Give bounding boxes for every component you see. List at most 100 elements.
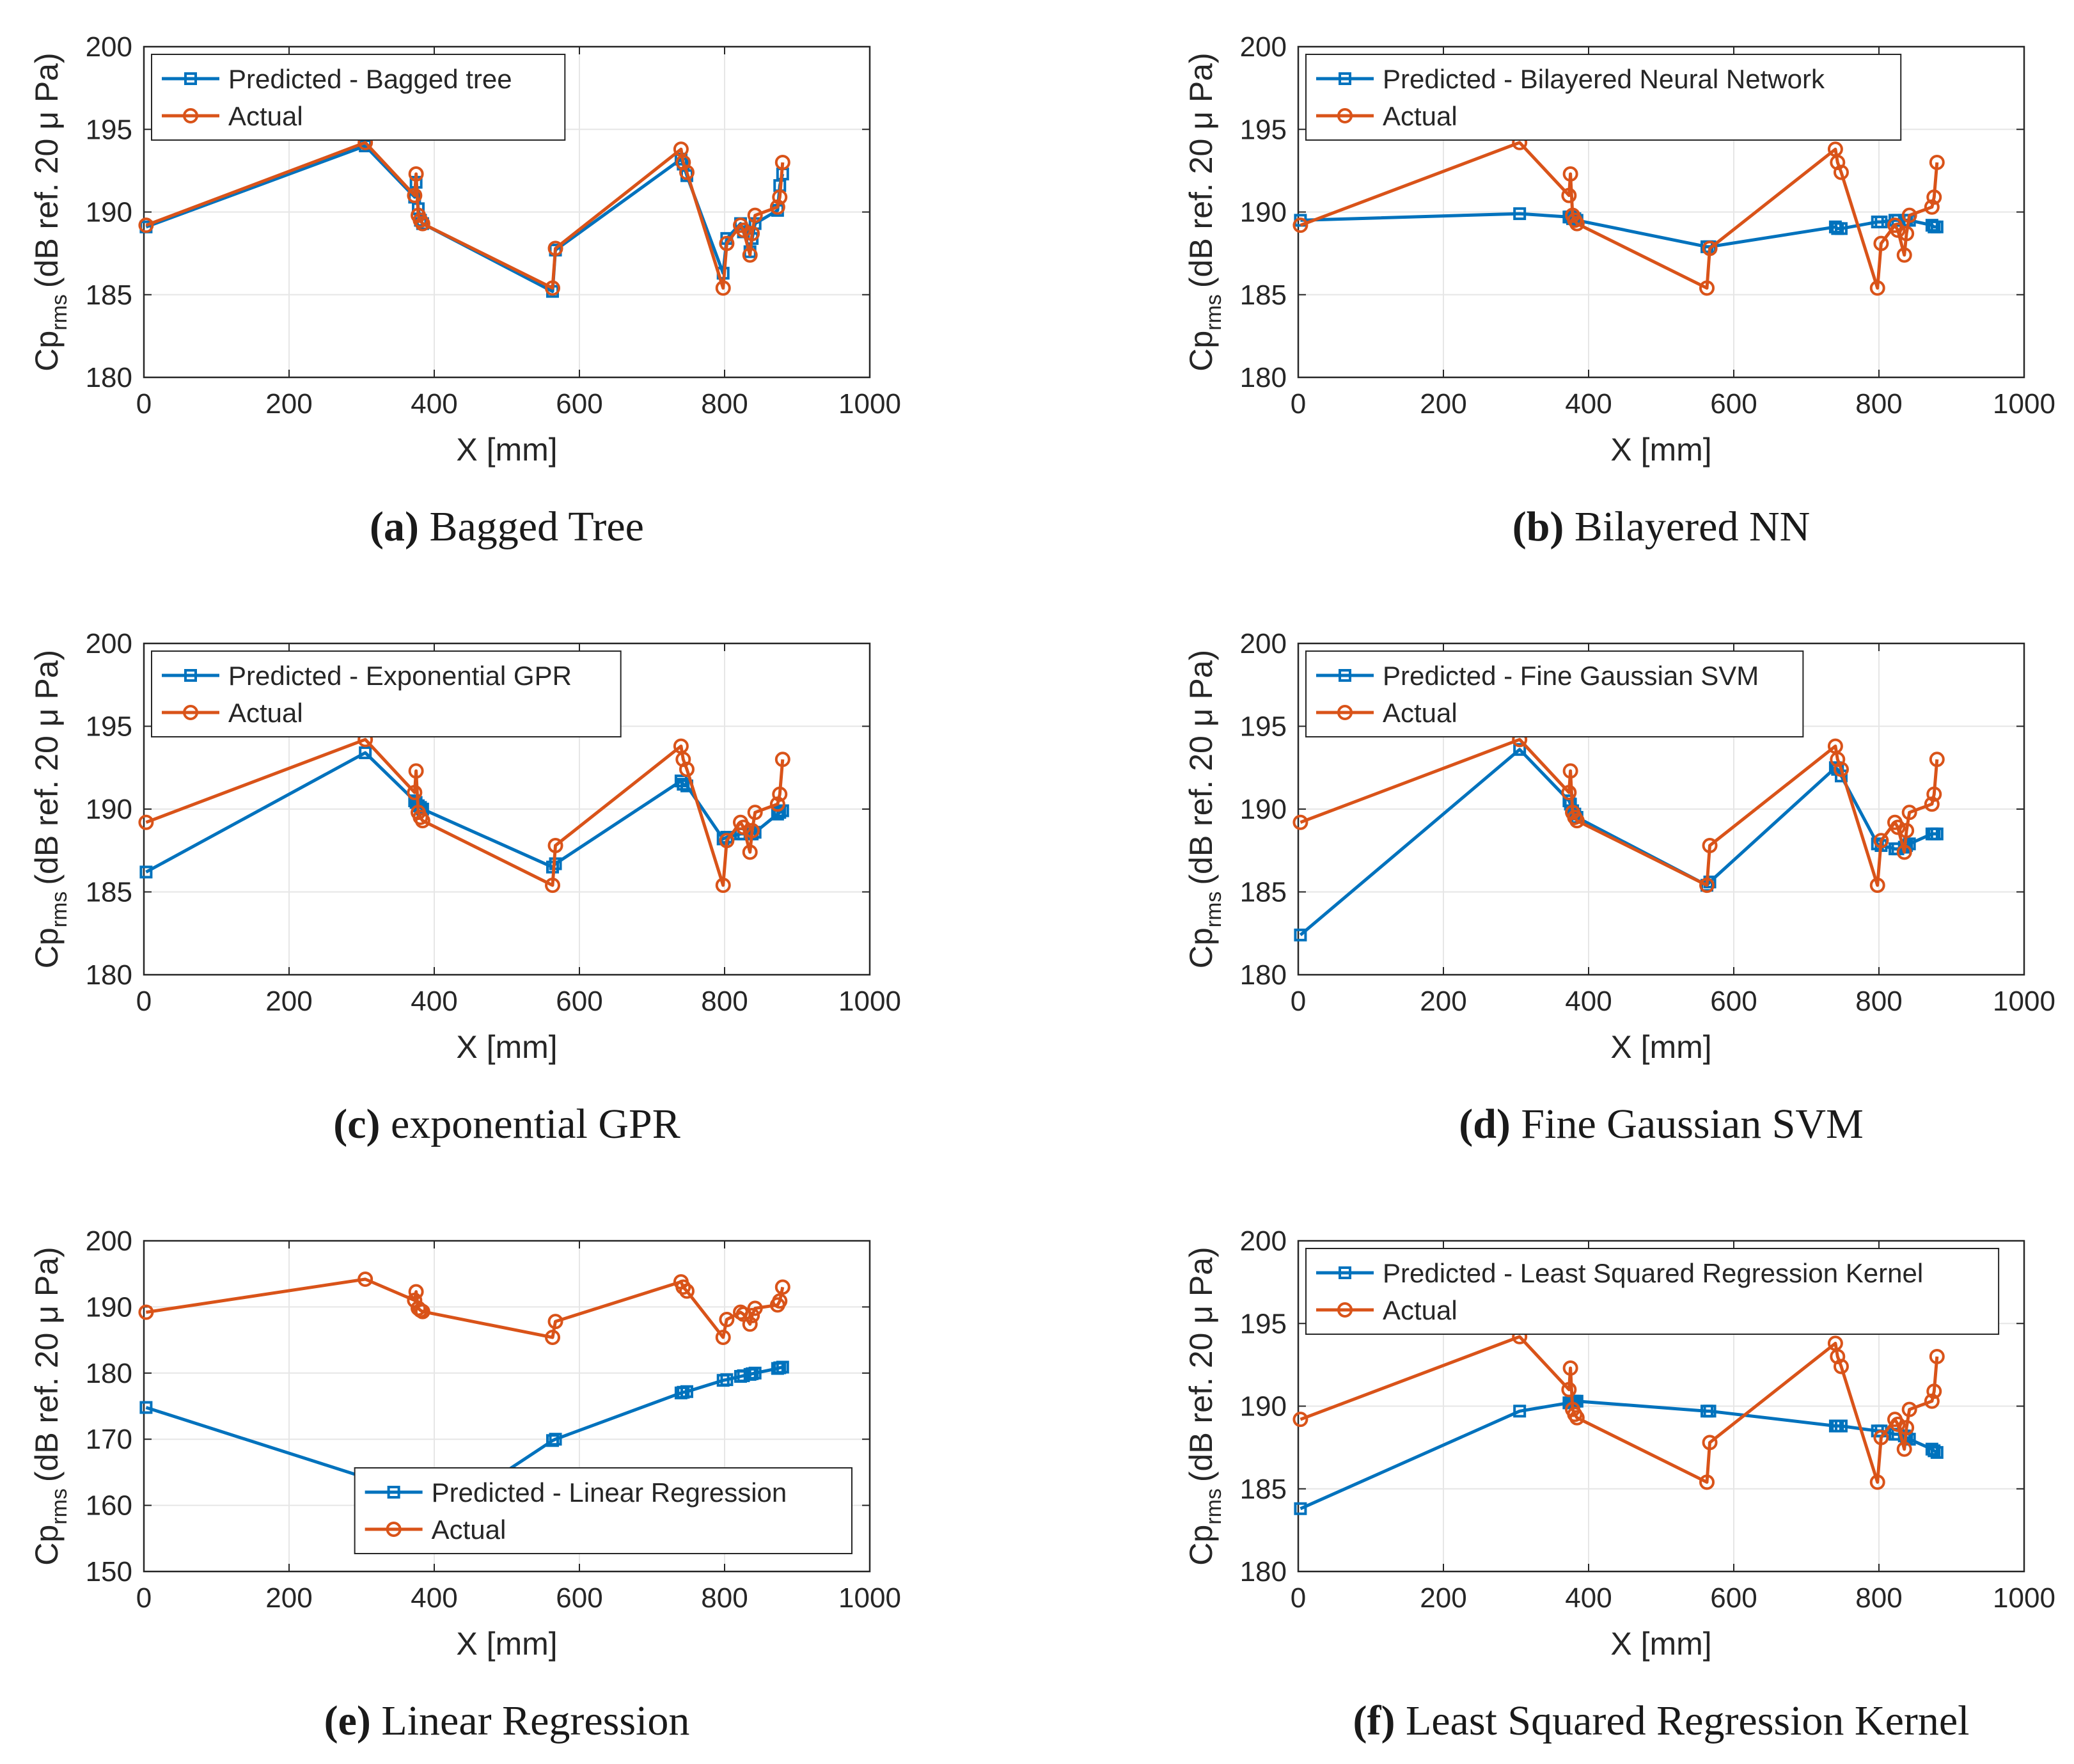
data-point-predicted <box>1871 837 1884 851</box>
legend-marker-actual <box>183 705 198 720</box>
data-point-predicted <box>1513 743 1527 756</box>
data-point-actual <box>1899 226 1915 242</box>
data-point-predicted <box>773 806 787 819</box>
data-point-predicted <box>748 1366 762 1380</box>
data-point-actual <box>769 796 785 812</box>
data-point-predicted <box>1930 1445 1944 1459</box>
x-tick-label: 800 <box>701 986 748 1017</box>
data-point-actual <box>719 235 735 251</box>
data-point-actual <box>742 844 758 860</box>
data-point-actual <box>1699 280 1715 296</box>
series-actual <box>138 1271 790 1345</box>
x-tick-label: 1000 <box>1993 986 2055 1017</box>
data-point-actual <box>1830 1348 1846 1364</box>
data-point-actual <box>772 189 788 205</box>
legend-marker-actual <box>1337 1302 1353 1318</box>
y-axis-label: Cprms(dB ref. 20 μ Pa) <box>1183 650 1226 968</box>
data-point-actual <box>769 199 785 215</box>
data-point-actual <box>1901 207 1917 223</box>
y-tick-label: 200 <box>1240 31 1287 63</box>
legend-box <box>1305 650 1804 737</box>
x-tick-label: 200 <box>1420 1582 1466 1614</box>
x-tick-label: 400 <box>411 388 457 420</box>
y-tick-label: 190 <box>1240 197 1287 228</box>
data-point-actual <box>747 1300 763 1316</box>
legend-label-predicted: Predicted - Exponential GPR <box>228 661 572 691</box>
legend-label-predicted: Predicted - Fine Gaussian SVM <box>1383 661 1759 691</box>
y-tick-label: 185 <box>1240 1474 1287 1505</box>
data-point-predicted <box>1874 216 1888 229</box>
data-point-actual <box>1873 833 1889 849</box>
x-tick-label: 400 <box>411 986 457 1017</box>
x-tick-label: 600 <box>556 388 602 420</box>
data-point-actual <box>1926 1383 1942 1399</box>
data-point-actual <box>1896 247 1912 263</box>
x-tick-label: 0 <box>1291 388 1306 420</box>
legend-marker-actual <box>1337 705 1353 720</box>
data-point-actual <box>1569 813 1585 829</box>
y-tick-label: 190 <box>86 197 132 228</box>
y-axis-label: Cprms(dB ref. 20 μ Pa) <box>29 1247 72 1565</box>
x-axis-label: X [mm] <box>1610 1029 1711 1065</box>
legend: Predicted - Least Squared Regression Ker… <box>1305 1248 2000 1335</box>
y-tick-label: 180 <box>86 959 132 991</box>
legend-marker-actual <box>1337 108 1353 123</box>
data-point-actual <box>1833 761 1849 777</box>
data-point-predicted <box>1930 827 1944 840</box>
data-point-actual <box>742 1316 758 1332</box>
x-tick-label: 400 <box>1565 388 1612 420</box>
x-axis-label: X [mm] <box>456 1029 557 1065</box>
data-point-actual <box>357 1271 373 1287</box>
data-point-actual <box>1569 1410 1585 1426</box>
data-point-actual <box>1561 1382 1577 1398</box>
x-tick-label: 400 <box>411 1582 457 1614</box>
data-point-actual <box>1569 216 1585 232</box>
x-tick-label: 200 <box>265 986 312 1017</box>
data-point-predicted <box>1703 1405 1717 1418</box>
data-point-predicted <box>737 1369 750 1382</box>
x-tick-label: 800 <box>1855 1582 1902 1614</box>
legend-marker-predicted <box>1339 1266 1351 1279</box>
data-point-actual <box>1702 837 1718 853</box>
y-tick-label: 185 <box>86 280 132 311</box>
legend-label-predicted: Predicted - Linear Regression <box>432 1477 787 1508</box>
data-point-actual <box>1924 796 1940 812</box>
data-point-predicted <box>720 1373 734 1387</box>
data-point-actual <box>774 752 790 768</box>
x-tick-label: 800 <box>701 1582 748 1614</box>
y-tick-label: 185 <box>1240 280 1287 311</box>
y-axis-label: Cprms(dB ref. 20 μ Pa) <box>29 650 72 968</box>
data-point-actual <box>408 166 424 182</box>
caption-c: (c) exponential GPR <box>333 1101 680 1147</box>
data-point-predicted <box>546 1434 560 1447</box>
data-point-actual <box>547 1314 563 1330</box>
chart-panel-a: 0 200 400 600 800 1000 180 185 190 195 200 X [mm] Cp… <box>29 31 901 550</box>
legend-marker-actual <box>386 1522 402 1537</box>
x-tick-label: 1000 <box>1993 388 2055 420</box>
y-tick-label: 200 <box>86 31 132 63</box>
legend: Predicted - Fine Gaussian SVM Actual <box>1305 650 1804 737</box>
data-point-actual <box>414 813 430 829</box>
data-point-actual <box>774 1279 790 1295</box>
data-point-actual <box>1562 1360 1578 1376</box>
data-point-actual <box>719 833 735 849</box>
legend-box <box>1305 1248 2000 1335</box>
x-axis-label: X [mm] <box>1610 432 1711 468</box>
y-axis-label: Cprms(dB ref. 20 μ Pa) <box>1183 52 1226 371</box>
data-point-actual <box>1901 805 1917 821</box>
caption-e: (e) Linear Regression <box>324 1697 690 1744</box>
data-point-predicted <box>1834 1419 1848 1433</box>
data-point-actual <box>715 1329 731 1345</box>
legend-box <box>354 1467 852 1554</box>
x-tick-label: 400 <box>1565 986 1612 1017</box>
y-tick-label: 190 <box>86 794 132 825</box>
data-point-actual <box>1899 823 1915 839</box>
data-point-actual <box>742 247 758 263</box>
data-point-actual <box>1890 1416 1906 1432</box>
y-tick-label: 160 <box>86 1490 132 1522</box>
data-point-actual <box>1929 154 1945 170</box>
data-point-actual <box>1702 240 1718 256</box>
data-point-actual <box>1561 187 1577 203</box>
caption-d: (d) Fine Gaussian SVM <box>1459 1101 1864 1147</box>
data-point-predicted <box>549 1433 562 1446</box>
